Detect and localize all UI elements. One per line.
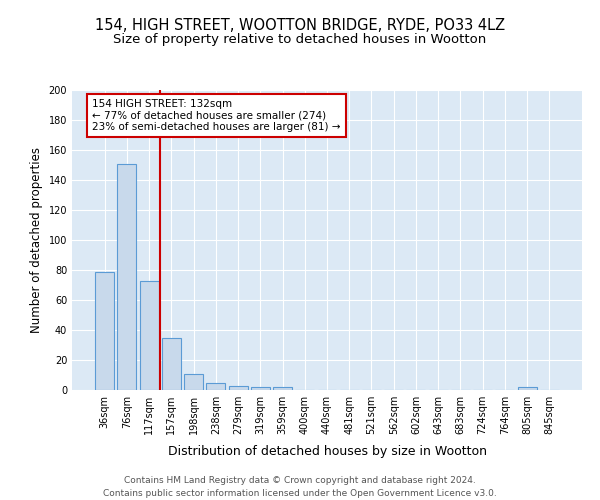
Bar	[118, 164, 136, 390]
Text: Contains HM Land Registry data © Crown copyright and database right 2024.
Contai: Contains HM Land Registry data © Crown c…	[103, 476, 497, 498]
Text: Size of property relative to detached houses in Wootton: Size of property relative to detached ho…	[113, 32, 487, 46]
Bar	[229, 386, 248, 390]
Y-axis label: Number of detached properties: Number of detached properties	[30, 147, 43, 333]
Bar	[273, 387, 292, 390]
X-axis label: Distribution of detached houses by size in Wootton: Distribution of detached houses by size …	[167, 446, 487, 458]
Bar	[251, 387, 270, 390]
Text: 154 HIGH STREET: 132sqm
← 77% of detached houses are smaller (274)
23% of semi-d: 154 HIGH STREET: 132sqm ← 77% of detache…	[92, 99, 341, 132]
Bar	[140, 280, 158, 390]
Bar	[206, 382, 225, 390]
Text: 154, HIGH STREET, WOOTTON BRIDGE, RYDE, PO33 4LZ: 154, HIGH STREET, WOOTTON BRIDGE, RYDE, …	[95, 18, 505, 32]
Bar	[184, 374, 203, 390]
Bar	[518, 387, 536, 390]
Bar	[95, 272, 114, 390]
Bar	[162, 338, 181, 390]
